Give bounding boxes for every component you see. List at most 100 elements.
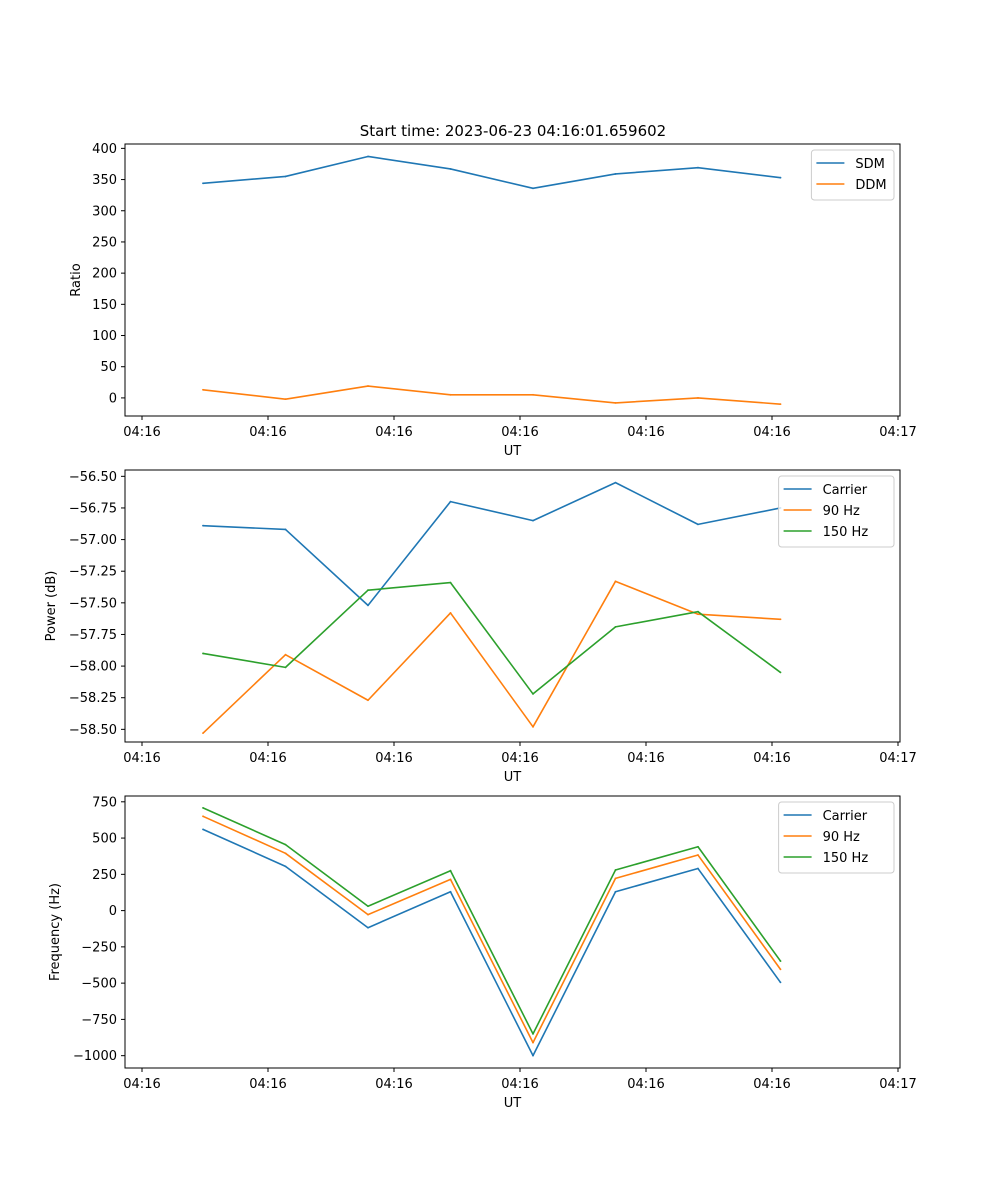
y-tick-label: 300 xyxy=(92,204,117,219)
y-tick-label: 100 xyxy=(92,329,117,344)
x-tick-label: 04:16 xyxy=(375,425,412,440)
data-point-150-hz xyxy=(449,869,452,872)
data-point-ddm xyxy=(532,393,534,396)
data-point-ddm xyxy=(449,393,452,396)
data-point-90-hz xyxy=(449,878,452,881)
y-tick-label: 0 xyxy=(109,904,117,919)
data-point-150-hz xyxy=(367,589,369,592)
x-tick-label: 04:17 xyxy=(879,1077,916,1092)
chart-title: Start time: 2023-06-23 04:16:01.659602 xyxy=(360,122,666,140)
y-axis-label: Ratio xyxy=(69,263,84,296)
data-point-150-hz xyxy=(284,666,287,669)
x-tick-label: 04:17 xyxy=(879,751,916,766)
x-tick-label: 04:16 xyxy=(627,751,664,766)
y-tick-label: −500 xyxy=(81,977,117,992)
data-point-carrier xyxy=(449,890,452,893)
x-tick-label: 04:16 xyxy=(753,425,790,440)
data-point-sdm xyxy=(367,155,369,158)
x-axis-label: UT xyxy=(504,1096,522,1111)
series-line-carrier xyxy=(202,828,782,1057)
series-line-sdm xyxy=(202,155,781,190)
x-tick-label: 04:16 xyxy=(123,1077,160,1092)
legend-label: 90 Hz xyxy=(823,504,860,519)
data-point-carrier xyxy=(367,926,369,929)
plot-frame xyxy=(124,795,901,1069)
data-point-carrier xyxy=(614,890,617,893)
data-point-90-hz xyxy=(284,852,287,855)
y-tick-label: −58.50 xyxy=(69,723,117,738)
data-point-150-hz xyxy=(697,845,699,848)
y-tick-label: −57.75 xyxy=(69,628,117,643)
data-point-150-hz xyxy=(532,693,534,695)
x-tick-label: 04:16 xyxy=(501,425,538,440)
data-point-carrier xyxy=(614,481,617,484)
x-tick-label: 04:17 xyxy=(879,425,916,440)
x-tick-label: 04:16 xyxy=(375,751,412,766)
series-line-150-hz xyxy=(202,581,781,695)
x-tick-label: 04:16 xyxy=(753,751,790,766)
x-tick-label: 04:16 xyxy=(123,425,160,440)
data-point-90-hz xyxy=(779,968,782,971)
data-point-90-hz xyxy=(367,913,369,916)
y-tick-label: −58.25 xyxy=(69,691,117,706)
plot-frame xyxy=(124,469,901,743)
data-point-150-hz xyxy=(532,1033,534,1035)
series-line-150-hz xyxy=(202,807,782,1035)
data-point-carrier xyxy=(697,523,699,526)
chart-panel-1: 04:16 04:16 04:16 04:16 04:16 04:16 04:17 0 50 10… xyxy=(69,142,917,459)
y-tick-label: −56.50 xyxy=(69,470,117,485)
y-tick-label: −58.00 xyxy=(69,660,117,675)
data-point-90-hz xyxy=(779,618,782,621)
data-point-ddm xyxy=(614,401,617,404)
y-tick-label: −250 xyxy=(81,940,117,955)
y-tick-label: 500 xyxy=(92,832,117,847)
x-axis-label: UT xyxy=(504,444,522,459)
data-point-90-hz xyxy=(367,699,369,702)
legend-label: DDM xyxy=(855,178,886,193)
x-tick-label: 04:16 xyxy=(627,1077,664,1092)
y-tick-label: −57.25 xyxy=(69,565,117,580)
data-point-carrier xyxy=(532,1054,534,1057)
data-point-carrier xyxy=(284,528,287,531)
data-point-150-hz xyxy=(202,806,204,809)
x-tick-label: 04:16 xyxy=(627,425,664,440)
y-tick-label: −750 xyxy=(81,1013,117,1028)
y-tick-label: 350 xyxy=(92,173,117,188)
data-point-ddm xyxy=(367,385,369,387)
data-point-sdm xyxy=(532,187,534,190)
data-point-90-hz xyxy=(614,877,617,880)
y-tick-label: 250 xyxy=(92,235,117,250)
chart-panel-2: 04:16 04:16 04:16 04:16 04:16 04:16 04:17 −58.5… xyxy=(44,469,917,785)
series-line-carrier xyxy=(202,481,781,607)
data-point-carrier xyxy=(449,500,452,503)
data-point-carrier xyxy=(697,867,699,870)
data-point-ddm xyxy=(284,398,287,401)
legend-label: Carrier xyxy=(823,483,868,498)
x-tick-label: 04:16 xyxy=(249,751,286,766)
y-tick-label: −57.00 xyxy=(69,533,117,548)
data-point-sdm xyxy=(202,182,204,185)
data-point-150-hz xyxy=(449,581,452,584)
data-point-carrier xyxy=(202,524,204,527)
data-point-150-hz xyxy=(284,843,287,846)
legend-label: 150 Hz xyxy=(823,851,869,866)
x-tick-label: 04:16 xyxy=(501,751,538,766)
data-point-150-hz xyxy=(367,905,369,908)
data-point-sdm xyxy=(284,175,287,178)
y-tick-label: 400 xyxy=(92,142,117,157)
data-point-150-hz xyxy=(614,869,617,871)
legend-box xyxy=(778,475,895,548)
data-point-90-hz xyxy=(697,854,699,856)
x-axis-label: UT xyxy=(504,770,522,785)
legend-label: Carrier xyxy=(823,809,868,824)
x-tick-label: 04:16 xyxy=(249,1077,286,1092)
data-point-sdm xyxy=(779,176,782,179)
data-point-90-hz xyxy=(449,612,452,614)
data-point-90-hz xyxy=(202,732,204,735)
data-point-150-hz xyxy=(779,960,782,962)
data-point-sdm xyxy=(697,166,699,169)
x-tick-label: 04:16 xyxy=(123,751,160,766)
data-point-carrier xyxy=(532,519,534,522)
legend-box xyxy=(778,801,895,874)
